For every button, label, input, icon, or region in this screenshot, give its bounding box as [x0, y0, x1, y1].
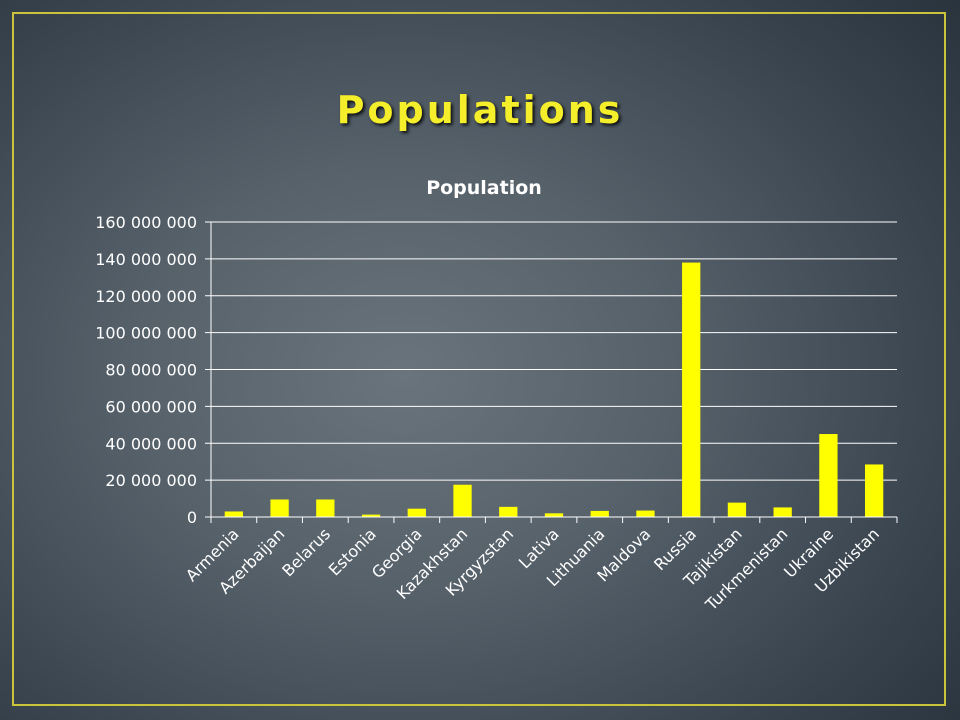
y-tick-label: 120 000 000 [95, 287, 197, 306]
bar-estonia [361, 514, 381, 517]
bar-russia [682, 262, 701, 517]
bar-armenia [224, 511, 244, 517]
bar-ukraine [819, 434, 838, 517]
bar-kyrgyzstan [499, 506, 518, 517]
slide-title: Populations [336, 88, 624, 132]
bar-belarus [316, 499, 335, 517]
x-category-label: Turkmenistan [701, 524, 791, 614]
bar-maldova [636, 510, 655, 517]
slide-frame [12, 12, 946, 706]
bar-lativa [544, 513, 564, 517]
bar-azerbaijan [270, 499, 289, 517]
chart-title: Population [426, 177, 542, 199]
y-axis-ticks: 0 20 000 000 40 000 000 60 000 000 80 000 00… [95, 213, 197, 527]
bar-turkmenistan [773, 507, 792, 517]
y-tick-label: 160 000 000 [95, 213, 197, 232]
bar-uzbikistan [864, 464, 884, 517]
y-tick-label: 20 000 000 [105, 471, 197, 490]
bar-georgia [407, 508, 426, 517]
gridlines [205, 221, 898, 523]
bars [224, 262, 884, 517]
x-axis-categories: ArmeniaAzerbaijanBelarusEstoniaGeorgiaKa… [182, 524, 883, 614]
y-tick-label: 140 000 000 [95, 250, 197, 269]
y-tick-label: 60 000 000 [105, 397, 197, 416]
bar-lithuania [590, 510, 609, 517]
y-tick-label: 0 [187, 508, 197, 527]
y-tick-label: 80 000 000 [105, 361, 197, 380]
bar-tajikistan [727, 502, 747, 517]
bar-kazakhstan [453, 484, 472, 517]
y-tick-label: 100 000 000 [95, 324, 197, 343]
x-category-label: Belarus [278, 524, 334, 580]
y-tick-label: 40 000 000 [105, 434, 197, 453]
